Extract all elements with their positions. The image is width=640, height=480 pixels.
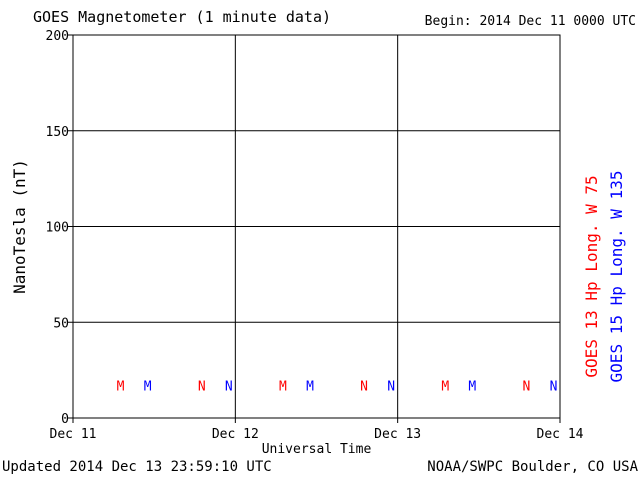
x-tick-label: Dec 13 bbox=[374, 427, 421, 442]
annotation-marker: N bbox=[387, 379, 395, 394]
annotation-marker: N bbox=[550, 379, 558, 394]
x-tick-label: Dec 12 bbox=[212, 427, 259, 442]
annotation-marker: N bbox=[360, 379, 368, 394]
annotation-marker: M bbox=[441, 379, 449, 394]
chart-title: GOES Magnetometer (1 minute data) bbox=[33, 8, 332, 26]
annotation-marker: M bbox=[306, 379, 314, 394]
y-tick-label: 150 bbox=[46, 125, 69, 140]
y-tick-label: 100 bbox=[46, 221, 69, 236]
annotation-marker: M bbox=[279, 379, 287, 394]
series-legend: GOES 13 Hp Long. W 75 bbox=[582, 175, 601, 377]
y-axis-label: NanoTesla (nT) bbox=[10, 159, 29, 294]
x-tick-label: Dec 14 bbox=[537, 427, 584, 442]
annotation-marker: N bbox=[225, 379, 233, 394]
annotation-marker: M bbox=[468, 379, 476, 394]
annotation-marker: M bbox=[144, 379, 152, 394]
credit-label: NOAA/SWPC Boulder, CO USA bbox=[427, 459, 638, 475]
y-tick-label: 50 bbox=[53, 316, 69, 331]
series-legend: GOES 15 Hp Long. W 135 bbox=[607, 171, 626, 383]
begin-time: Begin: 2014 Dec 11 0000 UTC bbox=[424, 14, 636, 29]
annotation-marker: N bbox=[522, 379, 530, 394]
y-tick-label: 0 bbox=[61, 412, 69, 427]
updated-timestamp: Updated 2014 Dec 13 23:59:10 UTC bbox=[2, 459, 272, 475]
annotation-marker: M bbox=[117, 379, 125, 394]
x-tick-label: Dec 11 bbox=[50, 427, 97, 442]
y-tick-label: 200 bbox=[46, 29, 69, 44]
annotation-marker: N bbox=[198, 379, 206, 394]
x-axis-label: Universal Time bbox=[262, 442, 372, 457]
